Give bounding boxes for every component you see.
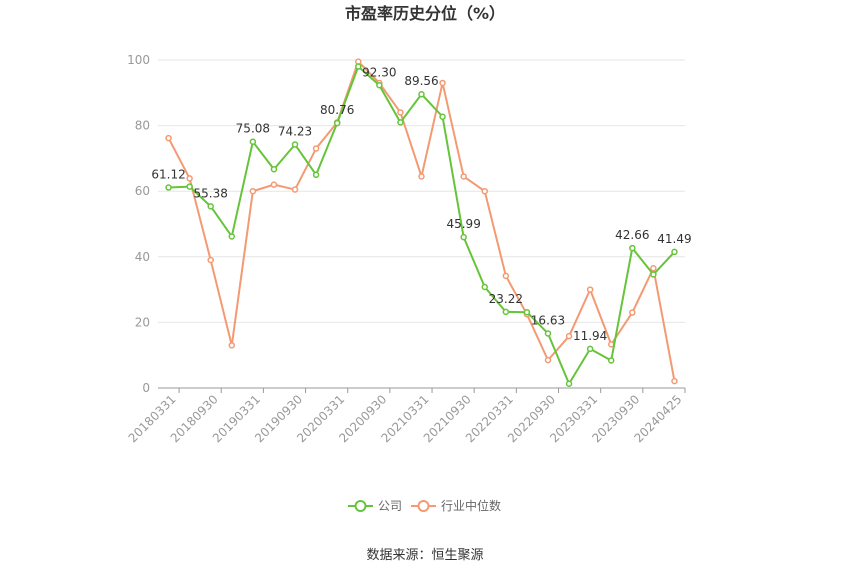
point-industry-median: [650, 265, 657, 272]
point-industry-median: [586, 286, 594, 293]
point-company: [523, 308, 531, 316]
point-company: [249, 138, 257, 145]
point-industry-median: [270, 181, 278, 188]
data-label: 55.38: [194, 186, 228, 200]
point-industry-median: [544, 356, 552, 364]
point-industry-median: [481, 187, 488, 195]
point-company: [439, 113, 446, 120]
point-industry-median: [291, 186, 299, 193]
plot-area: [165, 58, 678, 387]
point-industry-median: [439, 79, 446, 87]
point-industry-median: [165, 134, 172, 142]
point-company: [629, 244, 636, 252]
y-tick-label: 40: [135, 250, 150, 264]
data-label: 61.12: [151, 168, 185, 182]
chart-title: 市盈率历史分位（%）: [345, 4, 505, 23]
point-company: [333, 119, 341, 127]
y-tick-label: 20: [135, 315, 150, 329]
point-company: [355, 63, 362, 70]
point-industry-median: [671, 377, 678, 385]
data-label: 89.56: [404, 74, 438, 88]
point-company: [481, 283, 488, 291]
data-label: 74.23: [278, 125, 312, 139]
data-label: 23.22: [489, 292, 523, 306]
grid-lines: [158, 59, 685, 323]
data-label: 16.63: [531, 313, 565, 327]
y-tick-label: 0: [142, 381, 150, 395]
point-company: [228, 233, 236, 240]
point-company: [397, 119, 404, 126]
point-company: [460, 233, 467, 241]
data-label: 41.49: [657, 232, 691, 246]
point-company: [186, 183, 193, 190]
point-company: [376, 82, 383, 89]
data-label: 92.30: [362, 65, 396, 79]
legend-label: 公司: [378, 499, 402, 513]
y-tick-label: 100: [127, 53, 150, 67]
legend-marker: [417, 500, 430, 512]
point-company: [586, 345, 594, 353]
point-industry-median: [249, 187, 257, 195]
data-label: 75.08: [236, 122, 270, 136]
point-industry-median: [312, 145, 320, 152]
point-industry-median: [502, 272, 510, 280]
data-label: 45.99: [446, 217, 480, 231]
y-tick-label: 80: [135, 119, 150, 133]
data-label: 80.76: [320, 103, 354, 117]
point-company: [565, 380, 573, 387]
y-tick-label: 60: [135, 184, 150, 198]
point-company: [312, 171, 320, 179]
legend: 公司 行业中位数: [348, 498, 501, 513]
legend-marker: [354, 500, 367, 512]
point-industry-median: [186, 175, 193, 182]
point-company: [418, 90, 425, 98]
point-company: [650, 271, 657, 278]
point-company: [291, 141, 299, 148]
point-company: [165, 184, 172, 191]
point-company: [207, 203, 214, 210]
data-labels: 61.12 55.38 75.08 74.23 80.76 92.30 89.56 45.99…: [151, 65, 691, 343]
point-company: [502, 308, 510, 316]
point-company: [270, 165, 278, 173]
point-industry-median: [460, 173, 467, 180]
point-industry-median: [418, 173, 425, 180]
point-industry-median: [228, 342, 236, 349]
point-industry-median: [565, 332, 573, 340]
point-industry-median: [397, 109, 404, 116]
point-industry-median: [207, 256, 214, 264]
point-company: [544, 330, 552, 337]
legend-label: 行业中位数: [441, 498, 501, 513]
x-axis: 2018033120180930201903312019093020200331…: [126, 387, 686, 445]
point-company: [671, 248, 678, 256]
y-axis: 0 20 40 60 80 100: [127, 53, 150, 395]
data-label: 42.66: [615, 228, 649, 242]
point-industry-median: [629, 309, 636, 316]
data-label: 11.94: [573, 329, 607, 343]
point-company: [607, 357, 615, 364]
source-note: 数据来源：恒生聚源: [366, 548, 483, 563]
